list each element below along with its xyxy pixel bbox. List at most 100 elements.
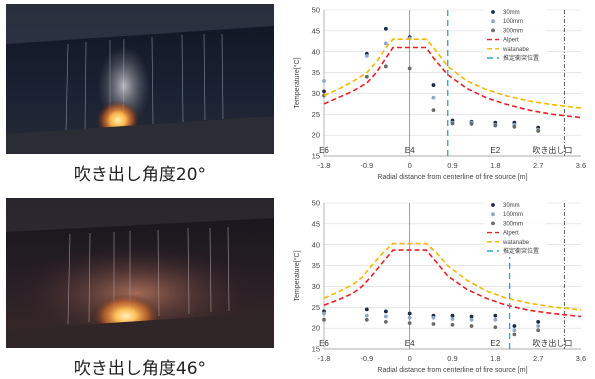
y-tick-label: 25	[312, 110, 320, 119]
legend-marker-300mm	[491, 28, 495, 33]
data-point-300mm	[383, 319, 388, 324]
y-tick-label: 15	[312, 345, 320, 354]
series-line-watanabe	[323, 38, 582, 109]
data-point-30mm	[469, 314, 474, 319]
data-point-30mm	[383, 26, 388, 31]
temperature-chart-20: 15 20 25 30 35 40 45 50 -1.8 -0.9 0 0.9 1.8 2.7 3.6 Rad…	[288, 0, 595, 185]
x-tick-label: -0.9	[360, 161, 373, 170]
y-tick-label: 35	[312, 261, 320, 270]
y-tick-label: 50	[312, 6, 320, 15]
data-point-100mm	[322, 79, 326, 83]
data-point-300mm	[469, 121, 474, 126]
data-point-300mm	[431, 108, 436, 113]
data-point-100mm	[431, 95, 436, 100]
legend-label: watanabe	[502, 47, 530, 53]
legend-label: 300mm	[503, 28, 523, 34]
x-tick-label: 0.9	[447, 161, 457, 170]
series-line-Alpert	[323, 249, 582, 318]
data-point-300mm	[536, 129, 541, 133]
legend-label: 100mm	[503, 212, 523, 218]
photo-caption-46: 吹き出し角度46°	[73, 359, 207, 379]
data-point-300mm	[450, 322, 455, 327]
data-point-300mm	[493, 325, 498, 330]
legend-box	[484, 7, 546, 65]
data-point-300mm	[407, 66, 412, 71]
x-tick-label: 0.9	[447, 354, 457, 363]
data-point-300mm	[364, 74, 369, 79]
data-point-300mm	[469, 324, 474, 328]
x-axis-title: Radial distance from centerline of fire …	[377, 367, 527, 374]
y-tick-label: 30	[312, 89, 320, 98]
photo-caption-20: 吹き出し角度20°	[73, 165, 207, 185]
y-tick-label: 50	[312, 199, 320, 208]
data-point-100mm	[469, 317, 474, 322]
y-tick-label: 40	[312, 47, 320, 56]
data-point-100mm	[364, 313, 369, 318]
y-tick-label: 35	[312, 68, 320, 77]
x-tick-label: 2.7	[533, 161, 543, 170]
series-line-Alpert	[323, 46, 582, 119]
axis-annotation: E6	[319, 339, 329, 348]
data-point-30mm	[407, 311, 412, 316]
legend-label: 30mm	[503, 203, 520, 209]
data-point-100mm	[383, 41, 388, 46]
legend-label: Alpert	[503, 231, 519, 237]
x-tick-label: 1.8	[490, 161, 500, 170]
x-tick-label: -1.8	[318, 354, 331, 363]
fire-photo-46	[6, 198, 274, 348]
fire-photo-20	[6, 4, 274, 154]
axis-annotation: E2	[490, 339, 500, 348]
legend-label: 30mm	[503, 10, 520, 16]
legend-label: watanabe	[502, 240, 530, 246]
legend-marker-300mm	[491, 221, 495, 226]
axis-annotation: 吹き出し口	[532, 338, 572, 348]
legend-marker-30mm	[491, 10, 495, 14]
y-tick-label: 25	[312, 303, 320, 312]
legend-box	[484, 200, 546, 258]
y-tick-label: 45	[312, 219, 320, 228]
x-tick-label: 3.6	[576, 161, 586, 170]
data-point-30mm	[364, 307, 369, 312]
axis-annotation: E4	[405, 146, 415, 155]
series-line-watanabe	[323, 242, 582, 311]
y-axis-title: Temperature[°C]	[293, 57, 301, 108]
x-tick-label: 2.7	[533, 354, 543, 363]
y-tick-label: 30	[312, 282, 320, 291]
data-point-300mm	[493, 123, 498, 128]
axis-annotation: E4	[405, 339, 415, 348]
x-tick-label: 3.6	[576, 354, 586, 363]
x-tick-label: -0.9	[360, 354, 373, 363]
x-axis-title: Radial distance from centerline of fire …	[377, 174, 527, 181]
x-tick-label: 0	[408, 354, 412, 363]
data-point-100mm	[536, 324, 541, 328]
data-point-100mm	[407, 315, 412, 320]
data-point-300mm	[431, 322, 436, 326]
data-point-100mm	[322, 311, 326, 316]
y-axis-title: Temperature[°C]	[293, 250, 301, 301]
data-point-300mm	[407, 321, 412, 326]
y-tick-label: 15	[312, 152, 320, 161]
data-point-30mm	[431, 83, 436, 87]
data-point-30mm	[322, 89, 326, 94]
data-point-300mm	[450, 121, 455, 126]
x-tick-label: 1.8	[490, 354, 500, 363]
x-tick-label: -1.8	[318, 161, 331, 170]
x-tick-label: 0	[408, 161, 412, 170]
y-tick-label: 20	[312, 131, 320, 140]
data-point-300mm	[322, 317, 326, 322]
axis-annotation: E2	[490, 146, 500, 155]
data-point-300mm	[383, 64, 388, 69]
y-tick-label: 20	[312, 324, 320, 333]
legend-label: 300mm	[503, 221, 523, 227]
y-tick-label: 40	[312, 240, 320, 249]
data-point-300mm	[364, 317, 369, 322]
data-point-100mm	[383, 314, 388, 319]
data-point-100mm	[450, 317, 455, 321]
data-point-100mm	[493, 317, 498, 322]
legend-label: 推定衝突位置	[503, 54, 539, 62]
data-point-30mm	[383, 309, 388, 314]
data-point-30mm	[536, 319, 541, 324]
legend-marker-100mm	[491, 212, 495, 217]
legend-marker-30mm	[491, 203, 495, 207]
data-point-100mm	[431, 315, 436, 320]
